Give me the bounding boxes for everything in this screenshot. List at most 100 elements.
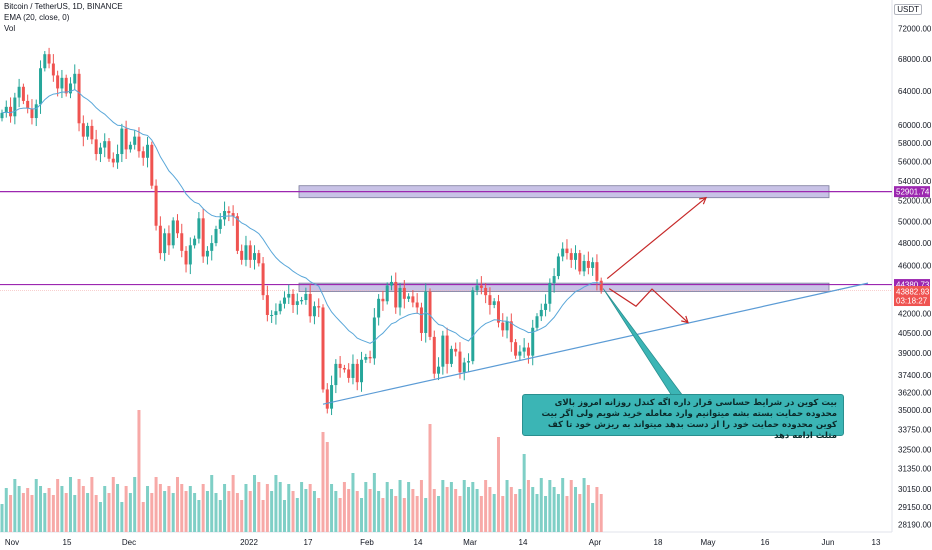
x-tick-label: 2022 xyxy=(240,538,258,547)
candle-body xyxy=(13,97,17,117)
volume-bar xyxy=(586,485,590,532)
symbol-title[interactable]: Bitcoin / TetherUS, 1D, BINANCE xyxy=(4,2,123,11)
volume-bar xyxy=(282,500,286,532)
y-tick-label: 28190.00 xyxy=(898,521,932,530)
volume-bar xyxy=(505,480,509,532)
candle-body xyxy=(411,296,415,303)
volume-bar xyxy=(381,498,385,532)
candle-body xyxy=(437,366,441,374)
candle-body xyxy=(193,238,197,246)
volume-bar xyxy=(26,488,30,532)
ema-line xyxy=(1,89,602,344)
volume-bar xyxy=(86,493,90,532)
volume-bar xyxy=(424,498,428,532)
volume-bar xyxy=(163,491,167,532)
candle-body xyxy=(120,128,124,155)
y-tick-label: 35000.00 xyxy=(898,406,932,415)
candle-body xyxy=(484,287,488,296)
volume-legend[interactable]: Vol xyxy=(4,24,16,33)
volume-bar xyxy=(330,484,334,532)
volume-bar xyxy=(419,480,423,532)
candle-body xyxy=(137,136,141,152)
candle-body xyxy=(428,291,432,337)
volume-bar xyxy=(167,486,171,532)
volume-bar xyxy=(526,480,530,532)
volume-bar xyxy=(565,496,569,532)
y-tick-label: 72000.00 xyxy=(898,25,932,34)
volume-bar xyxy=(158,484,162,532)
candle-body xyxy=(308,293,312,317)
candle-body xyxy=(522,347,526,352)
callout-pointer xyxy=(602,288,684,397)
volume-bar xyxy=(544,496,548,532)
volume-bar xyxy=(0,504,4,532)
volume-bar xyxy=(146,486,150,532)
candle-body xyxy=(30,108,34,119)
volume-bar xyxy=(180,484,184,532)
price-label: 03:18:27 xyxy=(896,297,928,306)
volume-bar xyxy=(90,477,94,532)
volume-bar xyxy=(492,494,496,532)
volume-bar xyxy=(342,482,346,532)
candle-body xyxy=(223,211,227,220)
ema-legend[interactable]: EMA (20, close, 0) xyxy=(4,13,70,22)
candle-body xyxy=(205,250,209,257)
volume-bar xyxy=(372,473,376,532)
candle-body xyxy=(402,287,406,299)
volume-bar xyxy=(360,498,364,532)
candle-body xyxy=(26,100,30,109)
candle-body xyxy=(398,287,402,308)
volume-bar xyxy=(347,489,351,532)
volume-bar xyxy=(154,477,158,532)
candle-body xyxy=(154,185,158,226)
volume-bar xyxy=(278,482,282,532)
candle-body xyxy=(175,220,179,234)
volume-bar xyxy=(231,475,235,532)
candle-body xyxy=(201,218,205,257)
volume-bar xyxy=(578,494,582,532)
volume-bar xyxy=(133,477,137,532)
candle-body xyxy=(338,363,342,369)
y-tick-label: 64000.00 xyxy=(898,87,932,96)
candle-body xyxy=(103,141,107,148)
volume-bar xyxy=(385,482,389,532)
volume-bar xyxy=(175,477,179,532)
price-axis xyxy=(892,0,932,550)
candle-body xyxy=(574,253,578,260)
volume-bar xyxy=(171,493,175,532)
volume-bar xyxy=(248,491,252,532)
volume-bar xyxy=(445,487,449,532)
volume-bar xyxy=(351,473,355,532)
candle-body xyxy=(81,123,85,137)
volume-bar xyxy=(411,489,415,532)
y-tick-label: 37400.00 xyxy=(898,371,932,380)
candle-body xyxy=(479,285,483,288)
volume-bar xyxy=(43,493,47,532)
candle-body xyxy=(184,250,188,265)
volume-bar xyxy=(556,494,560,532)
candle-body xyxy=(98,147,102,155)
volume-bar xyxy=(205,491,209,532)
price-label-bg xyxy=(894,286,930,298)
candle-body xyxy=(548,283,552,304)
candle-body xyxy=(317,306,321,308)
candle-body xyxy=(505,321,509,331)
price-zone xyxy=(298,282,830,292)
analysis-callout[interactable]: بیت کوین در شرایط حساسی قرار داره اگه کن… xyxy=(522,394,844,441)
candle-body xyxy=(158,225,162,254)
candle-body xyxy=(68,83,72,94)
currency-badge[interactable]: USDT xyxy=(894,4,922,15)
volume-bar xyxy=(449,482,453,532)
candle-body xyxy=(372,317,376,359)
candle-body xyxy=(116,154,120,163)
y-tick-label: 30150.00 xyxy=(898,485,932,494)
candle-body xyxy=(188,245,192,265)
candle-body xyxy=(210,243,214,251)
candle-body xyxy=(321,307,325,390)
volume-bar xyxy=(274,475,278,532)
price-label-bg xyxy=(894,186,930,198)
candle-body xyxy=(0,112,4,119)
volume-bar xyxy=(13,479,17,532)
candle-body xyxy=(282,297,286,304)
